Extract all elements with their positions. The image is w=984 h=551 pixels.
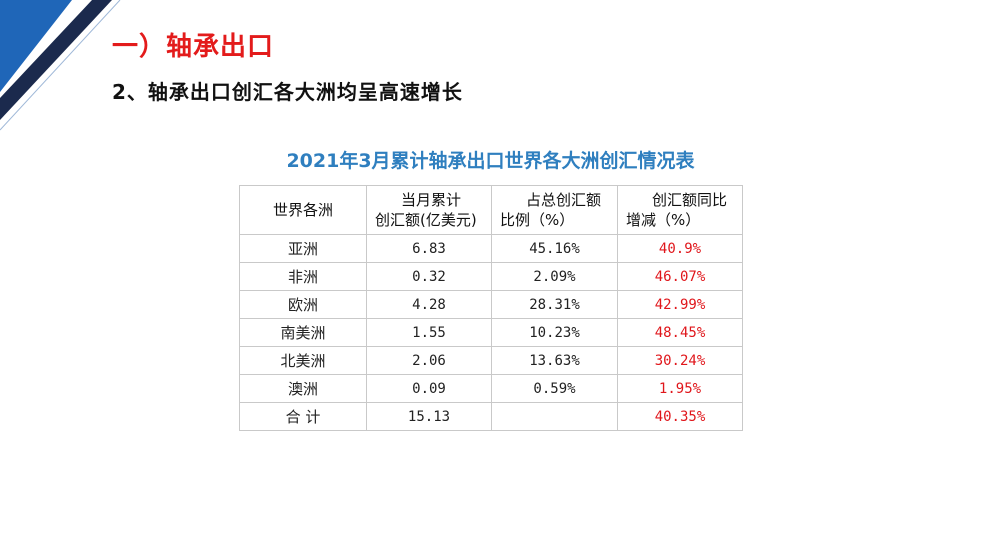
cell-share: 28.31%: [491, 290, 618, 319]
section-title: 一）轴承出口: [112, 32, 275, 62]
table-total-row: 合 计 15.13 40.35%: [239, 402, 743, 431]
table-row: 澳洲 0.09 0.59% 1.95%: [239, 374, 743, 403]
cell-amount: 6.83: [366, 234, 492, 263]
cell-region: 澳洲: [239, 374, 367, 403]
cell-share: 0.59%: [491, 374, 618, 403]
cell-amount: 1.55: [366, 318, 492, 347]
cell-amount: 0.09: [366, 374, 492, 403]
cell-yoy: 48.45%: [617, 318, 743, 347]
cell-yoy: 30.24%: [617, 346, 743, 375]
header-share: 占总创汇额 比例（%）: [491, 185, 618, 235]
cell-region: 合 计: [239, 402, 367, 431]
navy-stripe: [0, 0, 112, 120]
header-amount: 当月累计 创汇额(亿美元): [366, 185, 492, 235]
table-row: 欧洲 4.28 28.31% 42.99%: [239, 290, 743, 319]
table-row: 亚洲 6.83 45.16% 40.9%: [239, 234, 743, 263]
table-title: 2021年3月累计轴承出口世界各大洲创汇情况表: [286, 150, 695, 172]
header-yoy: 创汇额同比 增减（%）: [617, 185, 743, 235]
header-continent-line1: 世界各洲: [272, 201, 333, 219]
header-share-line1: 占总创汇额: [526, 191, 602, 209]
cell-yoy: 40.9%: [617, 234, 743, 263]
cell-region: 欧洲: [239, 290, 367, 319]
table-row: 北美洲 2.06 13.63% 30.24%: [239, 346, 743, 375]
header-yoy-line2: 增减（%）: [626, 211, 701, 229]
cell-amount: 0.32: [366, 262, 492, 291]
cell-share: 10.23%: [491, 318, 618, 347]
cell-amount: 4.28: [366, 290, 492, 319]
blue-stripe: [0, 0, 72, 92]
cell-share: [491, 402, 618, 431]
header-amount-line1: 当月累计: [401, 191, 462, 209]
thin-stripe-line: [0, 0, 121, 131]
cell-amount: 15.13: [366, 402, 492, 431]
export-by-continent-table: 世界各洲 当月累计 创汇额(亿美元) 占总创汇额 比例（%） 创汇额同比 增减（…: [239, 185, 743, 431]
cell-share: 2.09%: [491, 262, 618, 291]
cell-region: 非洲: [239, 262, 367, 291]
header-share-line2: 比例（%）: [500, 211, 575, 229]
cell-yoy: 1.95%: [617, 374, 743, 403]
table-row: 南美洲 1.55 10.23% 48.45%: [239, 318, 743, 347]
header-continent: 世界各洲: [239, 185, 367, 235]
cell-amount: 2.06: [366, 346, 492, 375]
sub-title: 2、轴承出口创汇各大洲均呈高速增长: [112, 80, 463, 104]
cell-yoy: 42.99%: [617, 290, 743, 319]
table-row: 非洲 0.32 2.09% 46.07%: [239, 262, 743, 291]
cell-yoy: 40.35%: [617, 402, 743, 431]
table-header-row: 世界各洲 当月累计 创汇额(亿美元) 占总创汇额 比例（%） 创汇额同比 增减（…: [239, 185, 743, 235]
cell-yoy: 46.07%: [617, 262, 743, 291]
header-amount-line2: 创汇额(亿美元): [375, 211, 477, 229]
header-yoy-line1: 创汇额同比: [652, 191, 728, 209]
cell-region: 北美洲: [239, 346, 367, 375]
cell-region: 亚洲: [239, 234, 367, 263]
cell-share: 45.16%: [491, 234, 618, 263]
cell-share: 13.63%: [491, 346, 618, 375]
cell-region: 南美洲: [239, 318, 367, 347]
